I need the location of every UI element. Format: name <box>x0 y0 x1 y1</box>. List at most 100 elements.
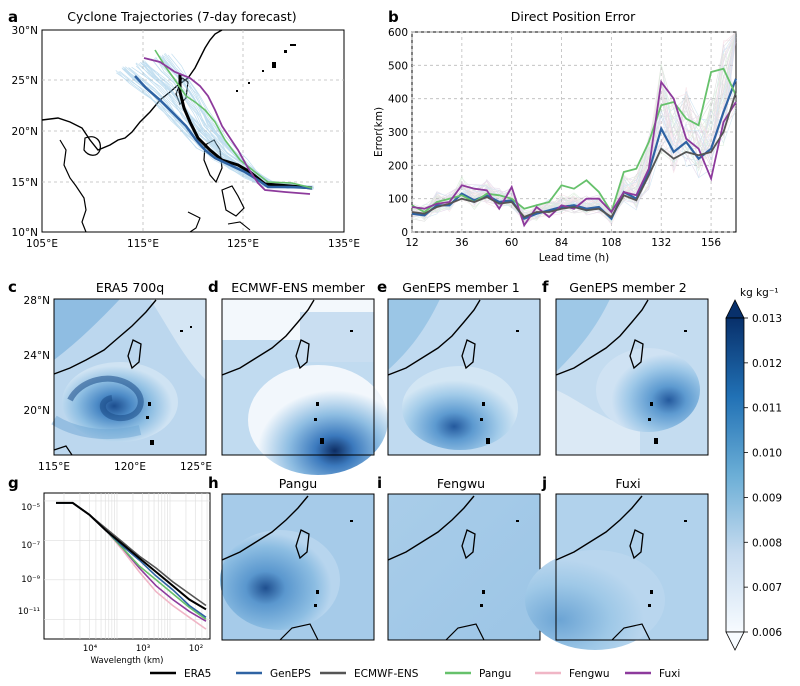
colorbar: kg kg⁻¹ 0.0130.0120.0110.0100.0090.0080.… <box>725 287 782 651</box>
spectrum-era5 <box>56 501 207 611</box>
dry-band <box>150 299 206 380</box>
colorbar-tick: 0.013 <box>752 313 782 325</box>
taiwan <box>127 339 142 370</box>
legend: ERA5 GenEPS ECMWF-ENS Pangu Fengwu Fuxi <box>150 668 680 680</box>
spectra-series <box>56 501 207 630</box>
islands <box>648 520 687 607</box>
taiwan <box>461 529 476 560</box>
coastline <box>221 299 315 376</box>
ytick: 600 <box>388 27 408 39</box>
panel-letter: b <box>388 8 399 26</box>
colorbar-tick: 0.010 <box>752 448 782 460</box>
ensemble-line <box>411 107 737 221</box>
x-ticks: 10⁴ 10³ 10² <box>83 644 203 654</box>
coastline <box>555 299 649 376</box>
panel-g: g 10⁻⁵ 10⁻⁷ 10⁻⁹ 10⁻¹¹ 10⁴ 10³ 10² Wavel… <box>8 474 211 666</box>
rain-band <box>51 415 142 440</box>
panel-f: f GenEPS member 2 <box>542 278 709 456</box>
colorbar-tick: 0.011 <box>752 403 782 415</box>
moist-patch <box>300 312 374 362</box>
legend-label: Fuxi <box>659 668 680 680</box>
xtick: 115°E <box>38 461 70 473</box>
colorbar-extend-top <box>725 299 745 319</box>
ytick: 500 <box>388 60 408 72</box>
panel-letter: j <box>541 474 547 492</box>
vortex <box>220 530 340 630</box>
ensemble-line <box>411 35 737 218</box>
vortex <box>525 550 665 650</box>
plot-gridlines <box>411 31 736 233</box>
islands <box>236 44 296 92</box>
palawan <box>187 211 201 233</box>
taiwan <box>295 339 310 370</box>
colorbar-tick: 0.006 <box>752 627 782 639</box>
xtick: 135°E <box>328 238 360 250</box>
panel-title: Cyclone Trajectories (7-day forecast) <box>67 9 296 24</box>
panel-a: a Cyclone Trajectories (7-day forecast) <box>8 8 360 250</box>
series-pangu <box>411 67 737 215</box>
legend-label: Fengwu <box>569 668 610 680</box>
colorbar-tick: 0.008 <box>752 537 782 549</box>
ytick: 400 <box>388 94 408 106</box>
coastline-peninsula <box>59 139 87 233</box>
panel-c: c ERA5 700q 28°N 24°N 20°N 115°E 120°E 1… <box>8 278 212 473</box>
panel-title: ERA5 700q <box>96 280 164 295</box>
ensemble-line <box>411 34 737 220</box>
panel-letter: h <box>208 474 219 492</box>
map-frame <box>53 298 207 456</box>
colorbar-ticks: 0.013 0.012 0.011 0.010 0.009 0.008 0.007 0.006 <box>744 313 782 639</box>
map-frame <box>221 298 375 456</box>
panel-b: b Direct Position Error 12 36 60 84 108 132 15… <box>373 8 738 264</box>
panel-h: h Pangu <box>208 474 375 641</box>
xtick: 10² <box>189 644 203 654</box>
visayas <box>221 185 245 217</box>
ytick: 10⁻⁹ <box>21 575 40 585</box>
coastline-south <box>611 623 651 641</box>
panel-letter: g <box>8 474 19 492</box>
ytick: 100 <box>388 194 408 206</box>
islands <box>314 330 353 444</box>
xtick: 12 <box>405 237 418 249</box>
xtick: 10⁴ <box>83 644 98 654</box>
coastline-south <box>279 623 319 641</box>
coastline <box>387 299 481 376</box>
panel-title: GenEPS member 2 <box>569 280 686 295</box>
ytick: 15°N <box>12 177 38 189</box>
plot-frame <box>43 492 211 640</box>
track-fuxi <box>143 57 311 195</box>
xtick: 125°E <box>180 461 212 473</box>
map-frame <box>387 493 541 641</box>
moist-band <box>388 299 440 370</box>
field-background <box>388 494 540 640</box>
xtick: 10³ <box>136 644 150 654</box>
plot-gridlines <box>44 493 210 639</box>
series-fuxi <box>411 79 737 228</box>
colorbar-unit: kg kg⁻¹ <box>740 287 779 299</box>
panel-title: Pangu <box>279 476 317 491</box>
ensemble-line <box>411 44 737 225</box>
islands <box>480 330 519 444</box>
taiwan <box>629 529 644 560</box>
map-ticks: 28°N 24°N 20°N 115°E 120°E 125°E <box>24 295 212 473</box>
track-era5 <box>178 74 313 190</box>
coastline-mainland <box>41 29 223 151</box>
colorbar-extend-bottom <box>725 631 745 651</box>
taiwan <box>461 339 476 370</box>
xtick: 132 <box>651 237 671 249</box>
track-pangu <box>185 95 313 189</box>
vortex <box>402 366 518 450</box>
ensemble-line <box>411 39 737 222</box>
legend-label: ERA5 <box>184 668 211 680</box>
y-ticks: 0 100 200 300 400 500 600 <box>388 27 408 239</box>
panel-e: e GenEPS member 1 <box>377 278 541 456</box>
panel-letter: f <box>542 278 549 296</box>
ytick: 10⁻⁵ <box>21 503 40 513</box>
ytick: 20°N <box>24 405 50 417</box>
map-a-ticks: 105°E 115°E 125°E 135°E 30°N 25°N 20°N 1… <box>12 25 360 250</box>
ytick: 10°N <box>12 227 38 239</box>
ensemble-line <box>411 31 737 226</box>
panel-i: i Fengwu <box>377 474 541 641</box>
panel-letter: c <box>8 278 17 296</box>
panel-title: ECMWF-ENS member <box>231 280 365 295</box>
